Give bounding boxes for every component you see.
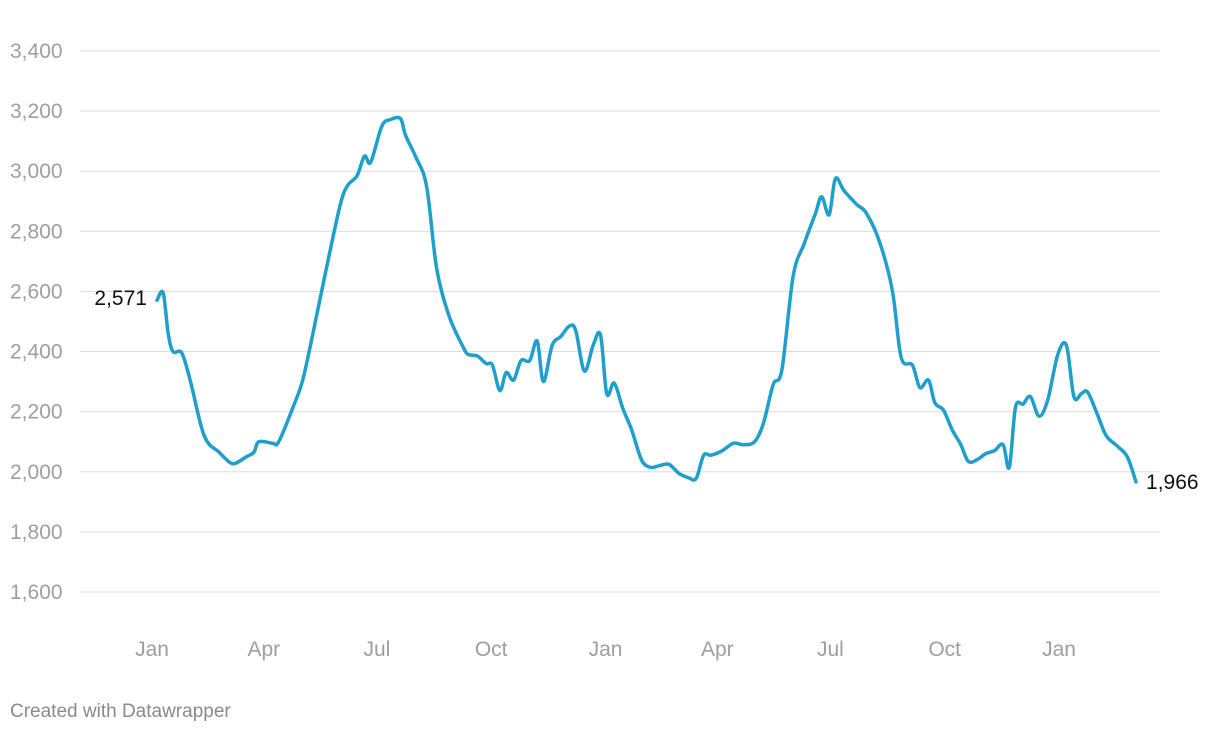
x-tick-label: Apr xyxy=(701,638,734,661)
start-value-label: 2,571 xyxy=(94,287,147,310)
x-tick-label: Oct xyxy=(928,638,961,661)
x-tick-label: Jul xyxy=(363,638,390,661)
x-tick-label: Oct xyxy=(475,638,508,661)
y-tick-label: 1,600 xyxy=(10,581,63,604)
y-tick-label: 2,400 xyxy=(10,341,63,364)
x-tick-label: Jan xyxy=(1042,638,1076,661)
y-axis-ticks: 1,600 1,800 2,000 2,200 2,400 2,600 2,800 3,000… xyxy=(10,40,63,604)
y-tick-label: 3,200 xyxy=(10,100,63,123)
y-tick-label: 2,600 xyxy=(10,280,63,303)
x-tick-label: Jul xyxy=(817,638,844,661)
y-tick-label: 3,400 xyxy=(10,40,63,63)
x-tick-label: Jan xyxy=(589,638,623,661)
y-tick-label: 1,800 xyxy=(10,521,63,544)
y-tick-label: 3,000 xyxy=(10,160,63,183)
x-axis-ticks: Jan Apr Jul Oct Jan Apr Jul Oct Jan xyxy=(135,638,1076,661)
y-tick-label: 2,200 xyxy=(10,401,63,424)
y-tick-label: 2,800 xyxy=(10,220,63,243)
end-value-label: 1,966 xyxy=(1146,471,1199,494)
y-tick-label: 2,000 xyxy=(10,461,63,484)
series-line xyxy=(155,115,1138,484)
x-tick-label: Apr xyxy=(247,638,280,661)
gridlines xyxy=(80,50,1160,593)
credit-footer: Created with Datawrapper xyxy=(10,701,231,722)
x-tick-label: Jan xyxy=(135,638,169,661)
